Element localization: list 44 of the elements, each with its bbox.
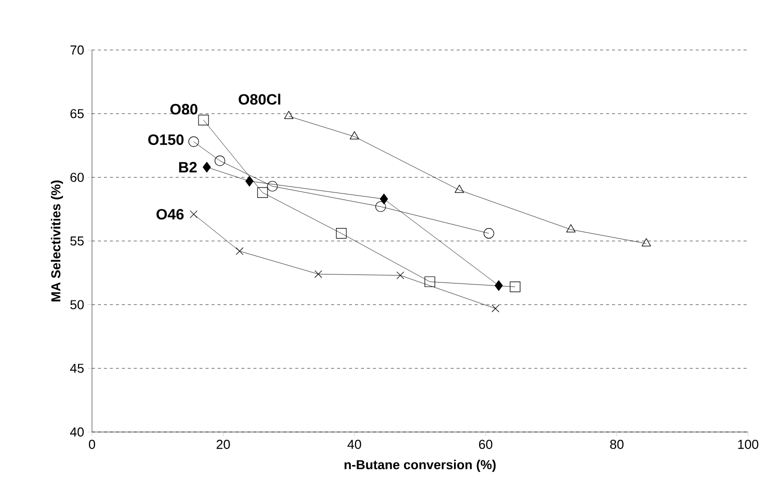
x-tick-label: 80 [610,440,624,449]
point [214,155,226,166]
x-tick-label: 0 [88,440,96,449]
y-axis-title: MA Selectivities (%) [50,180,63,302]
point [190,210,198,218]
x-tick-label: 60 [479,440,492,449]
point [510,282,520,292]
point [267,180,278,192]
series-label: B2 [179,162,197,172]
point [454,184,464,193]
series-label: O80Cl [238,94,280,105]
series-label: O80 [170,104,198,115]
point [245,176,254,186]
point [336,228,347,239]
point [566,224,576,232]
y-tick-label: 60 [70,172,84,182]
point [284,110,294,120]
point [642,238,651,246]
point [236,247,244,256]
y-tick-label: 50 [70,300,84,310]
point [484,228,494,239]
point [202,162,211,172]
point [257,187,268,198]
point [380,194,388,204]
point [494,280,503,291]
point [424,276,436,288]
point [375,201,386,212]
y-tick-label: 55 [70,236,84,246]
x-tick-label: 100 [738,440,758,449]
y-tick-label: 70 [70,45,84,55]
y-tick-label: 40 [70,427,84,437]
x-tick-label: 20 [216,440,230,449]
y-tick-label: 45 [70,364,84,373]
series-label: O150 [148,134,184,145]
x-axis-title: n-Butane conversion (%) [344,460,496,472]
point [198,114,209,126]
x-tick-label: 40 [348,440,362,449]
series-label: O46 [156,208,184,220]
y-tick-label: 65 [70,109,84,118]
point [188,136,199,147]
point [396,272,404,280]
point [314,270,322,278]
point [492,304,500,312]
point [350,131,360,140]
